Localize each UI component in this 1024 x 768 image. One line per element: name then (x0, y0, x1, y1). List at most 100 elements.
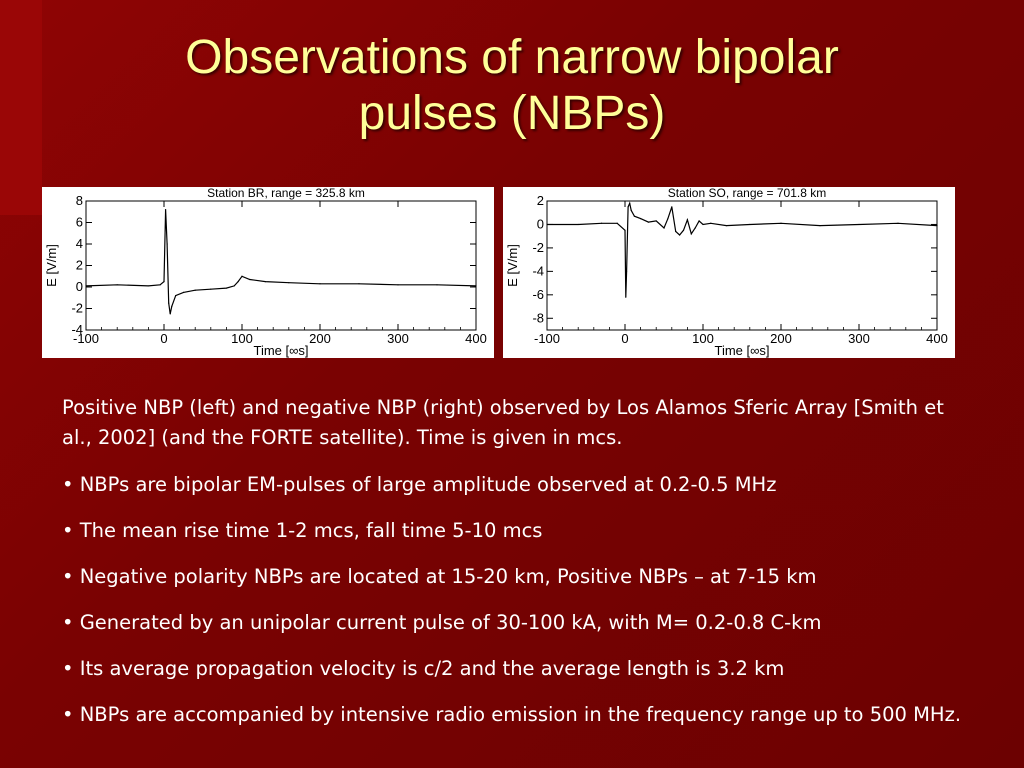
x-axis-label: Time [∞s] (253, 343, 308, 358)
data-point (627, 206, 629, 208)
y-tick-label: -2 (71, 301, 83, 316)
data-point (225, 287, 227, 289)
data-point (630, 209, 632, 211)
data-point (233, 285, 235, 287)
y-tick-label: 6 (76, 215, 83, 230)
x-tick-label: 100 (231, 331, 253, 346)
nbp-chart-svg: Station SO, range = 701.8 km -100 0 100 200 3… (505, 187, 948, 358)
data-point (616, 222, 618, 224)
x-tick-label: 0 (621, 331, 628, 346)
bullet-item: • Its average propagation velocity is c/… (62, 657, 785, 680)
data-point (819, 225, 821, 227)
data-point (249, 278, 251, 281)
plot-positive-nbp: Station BR, range = 325.8 km -100 0 100 200 3… (42, 187, 494, 358)
data-point (166, 243, 168, 245)
bullet-item: • NBPs are bipolar EM-pulses of large am… (62, 473, 777, 496)
data-point (546, 223, 548, 226)
plot-frame (85, 200, 477, 331)
x-tick-label: -100 (534, 331, 560, 346)
data-point (690, 233, 692, 235)
chart-title: Station BR, range = 325.8 km (207, 187, 365, 200)
y-tick-label: 4 (76, 236, 83, 251)
data-point (647, 221, 649, 223)
data-point (671, 206, 673, 208)
data-point (241, 275, 243, 277)
decorative-corner-band (0, 0, 42, 215)
data-point (168, 302, 170, 304)
data-point (702, 223, 704, 226)
data-point (624, 229, 626, 231)
bullet-item: • Generated by an unipolar current pulse… (62, 611, 822, 634)
data-point (679, 234, 681, 236)
data-point (625, 296, 627, 298)
caption-intro: Positive NBP (left) and negative NBP (ri… (62, 396, 944, 449)
x-tick-label: -100 (73, 331, 99, 346)
data-point (164, 209, 167, 211)
title-line-1: Observations of narrow bipolar (185, 31, 839, 84)
x-tick-label: 400 (926, 331, 948, 346)
data-point (436, 284, 438, 286)
y-tick-label: 2 (76, 258, 83, 273)
data-point (169, 313, 171, 315)
data-point (686, 219, 688, 221)
x-tick-label: 200 (770, 331, 792, 346)
chart-title: Station SO, range = 701.8 km (668, 187, 826, 200)
data-point (171, 305, 173, 307)
data-point (633, 215, 635, 217)
data-point (319, 283, 321, 285)
y-tick-label: 0 (537, 216, 544, 231)
bullet-item: • Negative polarity NBPs are located at … (62, 565, 817, 588)
data-point (159, 284, 161, 286)
data-point (577, 223, 579, 226)
series-line (547, 201, 938, 298)
y-axis-label: E [V/m] (505, 244, 520, 287)
data-point (655, 220, 657, 222)
data-point (264, 281, 266, 283)
y-tick-label: -6 (532, 287, 544, 302)
x-tick-label: 300 (848, 331, 870, 346)
series-line (85, 209, 477, 315)
slide-title: Observations of narrow bipolar pulses (N… (0, 30, 1024, 142)
data-point (936, 225, 938, 227)
data-point (780, 222, 782, 224)
caption-block: Positive NBP (left) and negative NBP (ri… (62, 393, 962, 746)
data-point (640, 217, 642, 220)
y-tick-label: -8 (532, 310, 544, 325)
data-point (858, 223, 860, 226)
y-tick-label: -4 (71, 322, 83, 337)
data-point (675, 230, 677, 233)
data-point (397, 284, 399, 286)
x-tick-label: 400 (465, 331, 487, 346)
data-point (694, 227, 696, 229)
data-point (710, 222, 712, 224)
data-point (288, 282, 290, 284)
data-point (475, 285, 477, 287)
y-tick-label: 8 (76, 193, 83, 208)
data-point (163, 281, 165, 283)
data-point (601, 222, 603, 224)
plot-negative-nbp: Station SO, range = 701.8 km -100 0 100 200 3… (503, 187, 955, 358)
bullet-item: • NBPs are accompanied by intensive radi… (62, 703, 962, 726)
data-point (625, 270, 628, 272)
y-tick-label: 0 (76, 279, 83, 294)
y-tick-label: -4 (532, 263, 544, 278)
y-tick-label: 2 (537, 193, 544, 208)
data-point (147, 285, 149, 287)
data-point (237, 281, 239, 283)
y-axis-label: E [V/m] (44, 244, 59, 287)
plot-frame (546, 200, 938, 331)
data-point (175, 295, 177, 297)
x-tick-label: 200 (309, 331, 331, 346)
bullet-item: • The mean rise time 1-2 mcs, fall time … (62, 519, 543, 542)
data-point (682, 229, 685, 231)
x-tick-label: 100 (692, 331, 714, 346)
data-point (667, 217, 669, 220)
data-point (116, 284, 118, 286)
y-tick-label: -2 (532, 240, 544, 255)
x-tick-label: 0 (160, 331, 167, 346)
title-line-2: pulses (NBPs) (358, 87, 666, 140)
data-point (194, 289, 196, 291)
data-point (663, 227, 665, 229)
data-point (725, 225, 727, 227)
data-point (698, 220, 700, 222)
